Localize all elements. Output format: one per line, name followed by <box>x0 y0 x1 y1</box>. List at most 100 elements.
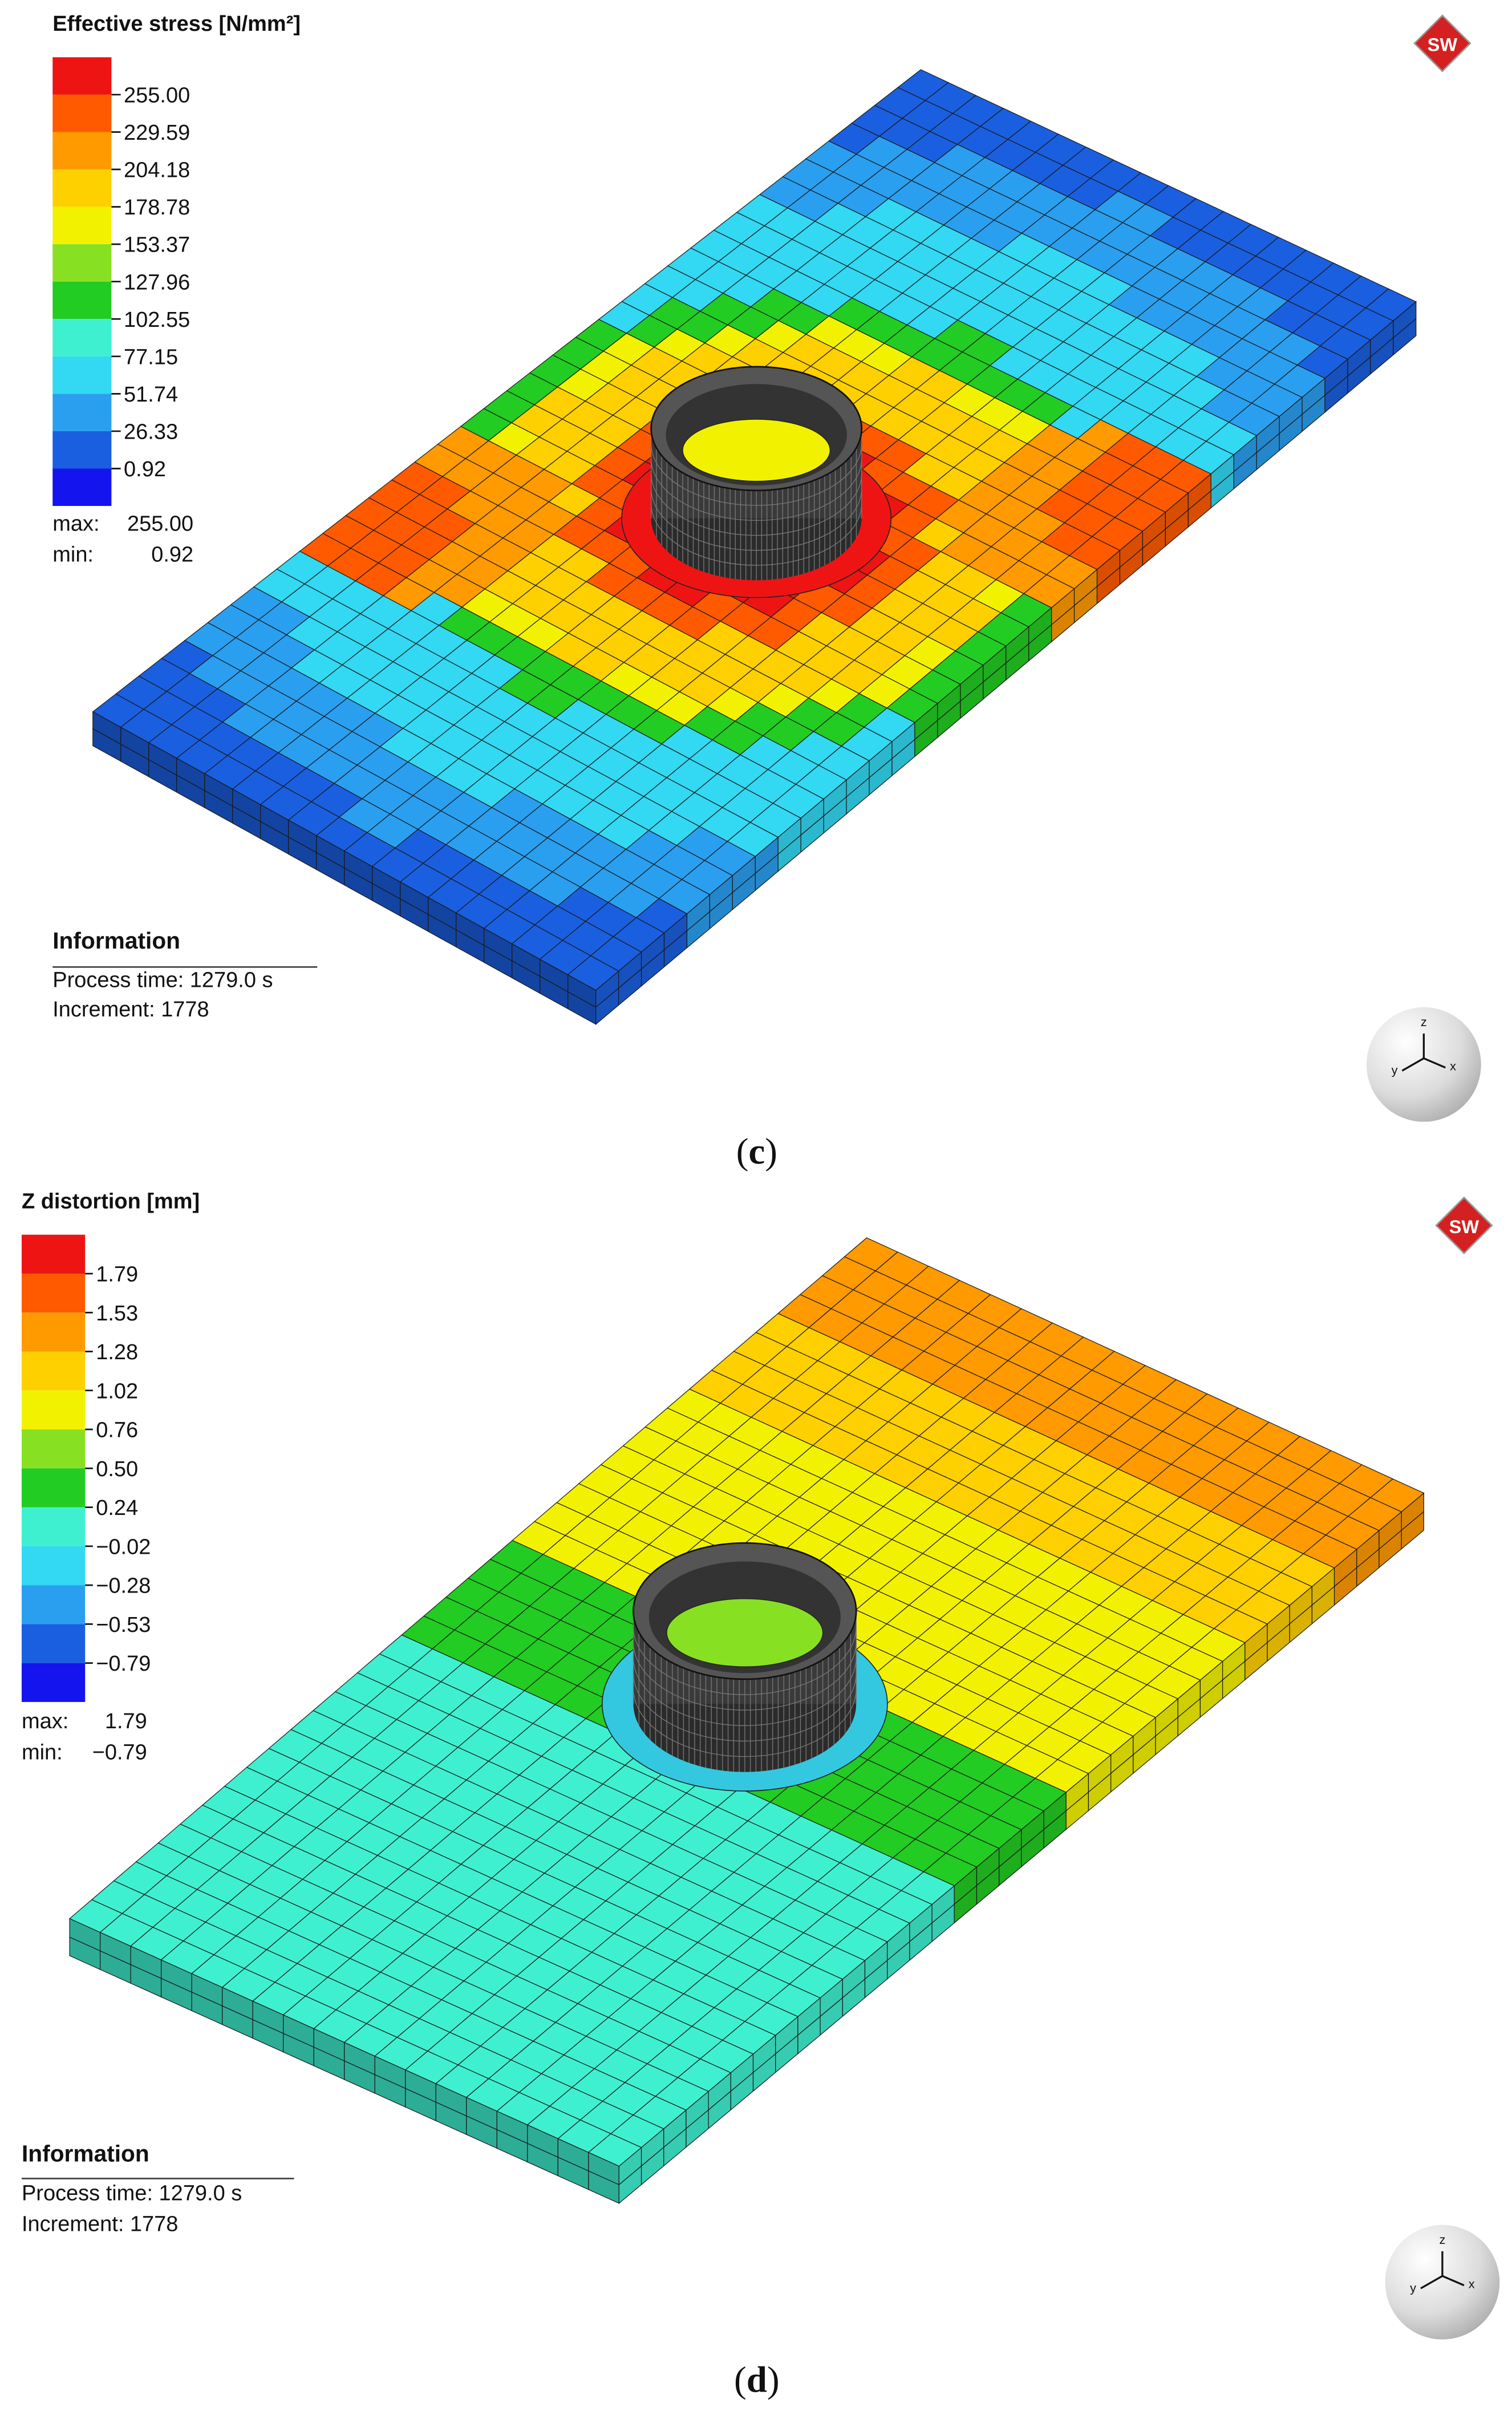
cylinder-mesh <box>650 503 862 566</box>
process-time: Process time: 1279.0 s <box>22 2181 242 2205</box>
caption-letter: d <box>747 2360 767 2401</box>
legend-label: 0.76 <box>96 1419 138 1443</box>
logo-text: SW <box>1449 1217 1479 1237</box>
legend: Effective stress [N/mm²] 255.00 229.59 204.… <box>52 12 301 567</box>
legend-label: 0.92 <box>124 457 166 481</box>
min-label: min: <box>52 543 94 567</box>
caption-letter: c <box>748 1131 765 1172</box>
caption: (d) <box>734 2360 780 2401</box>
plate <box>68 1237 1425 2205</box>
triad-axis <box>1423 1057 1446 1069</box>
max-value: 1.79 <box>105 1709 147 1733</box>
legend-swatch <box>21 1312 86 1352</box>
legend-swatch <box>21 1468 86 1508</box>
min-value: −0.79 <box>92 1740 147 1764</box>
cylinder-mesh <box>633 1642 857 1711</box>
plate-side <box>1401 1510 1424 1550</box>
logo <box>1413 14 1472 72</box>
legend-label: 0.24 <box>96 1496 138 1520</box>
legend-label: 1.53 <box>96 1302 138 1326</box>
mesh-cell <box>1369 1478 1425 1513</box>
max-label: max: <box>22 1709 68 1733</box>
caption-open: ( <box>736 1131 749 1172</box>
min-label: min: <box>22 1740 63 1764</box>
triad-axis <box>1442 2275 1465 2287</box>
legend-label: 26.33 <box>124 420 178 444</box>
triad-label: y <box>1410 2281 1416 2295</box>
legend-swatch <box>52 356 112 394</box>
legend-swatch <box>21 1624 86 1663</box>
legend-label: −0.79 <box>96 1652 151 1676</box>
caption: (c) <box>736 1131 777 1172</box>
triad-axis <box>1420 2275 1443 2290</box>
legend-swatch <box>52 94 112 132</box>
legend-swatch <box>52 169 112 207</box>
legend-label: 255.00 <box>124 83 190 107</box>
plate-side <box>1393 318 1417 356</box>
legend-label: −0.53 <box>96 1613 151 1637</box>
cylinder-mesh <box>633 1657 857 1726</box>
legend: Z distortion [mm] 1.79 1.53 1.28 1.02 0.76 0.5… <box>21 1190 200 1764</box>
legend-swatch <box>52 394 112 431</box>
legend-label: 51.74 <box>124 383 178 407</box>
legend-label: 0.50 <box>96 1457 138 1481</box>
information: Information Process time: 1279.0 s Increme… <box>52 927 318 1022</box>
panel: Effective stress [N/mm²] 255.00 229.59 204.… <box>52 12 1481 1172</box>
triad-label: y <box>1392 1063 1398 1077</box>
cylinder-mesh <box>633 1626 857 1695</box>
legend-swatch <box>21 1390 86 1430</box>
cylinder-mesh <box>650 458 862 521</box>
triad-sphere <box>1385 2225 1500 2340</box>
legend-swatch <box>21 1429 86 1469</box>
legend-label: 229.59 <box>124 121 190 145</box>
legend-label: −0.28 <box>96 1574 151 1598</box>
max-label: max: <box>52 512 99 536</box>
info-title: Information <box>52 927 180 954</box>
legend-swatch <box>21 1546 86 1586</box>
triad-label: z <box>1421 1015 1427 1029</box>
max-value: 255.00 <box>127 512 193 536</box>
legend-swatch <box>52 244 112 282</box>
axis-triad: y z x <box>1366 1007 1481 1122</box>
legend-swatch <box>52 57 112 95</box>
legend-label: 1.02 <box>96 1379 138 1403</box>
legend-swatch <box>21 1234 86 1274</box>
legend-swatch <box>52 431 112 469</box>
legend-swatch <box>52 281 112 319</box>
triad-sphere <box>1366 1007 1481 1122</box>
legend-swatch <box>52 132 112 170</box>
legend-label: 127.96 <box>124 270 190 294</box>
legend-label: 77.15 <box>124 345 178 369</box>
legend-swatch <box>21 1663 86 1702</box>
legend-swatch <box>52 206 112 245</box>
cylinder-floor <box>666 1598 824 1667</box>
cylinder <box>621 366 892 598</box>
cylinder-mesh <box>633 1688 857 1757</box>
cylinder-floor <box>682 419 831 482</box>
legend-swatch <box>52 319 112 356</box>
increment: Increment: 1778 <box>22 2213 178 2236</box>
triad-label: x <box>1450 1059 1456 1073</box>
legend-swatch <box>52 468 112 507</box>
cylinder <box>601 1542 888 1792</box>
increment: Increment: 1778 <box>52 998 209 1022</box>
legend-title: Effective stress [N/mm²] <box>52 12 301 36</box>
triad-label: z <box>1439 2232 1445 2247</box>
legend-label: 1.79 <box>96 1263 138 1287</box>
mesh-cell <box>1365 288 1417 322</box>
logo-text: SW <box>1428 35 1458 55</box>
axis-triad: y z x <box>1385 2225 1500 2340</box>
legend-label: 1.28 <box>96 1340 138 1364</box>
caption-close: ) <box>765 1131 777 1172</box>
legend-label: 153.37 <box>124 233 190 257</box>
min-value: 0.92 <box>151 543 193 567</box>
information: Information Process time: 1279.0 s Increme… <box>22 2141 294 2236</box>
triad-label: x <box>1469 2276 1475 2291</box>
cylinder-mesh <box>650 473 862 536</box>
legend-label: 102.55 <box>124 308 190 332</box>
legend-title: Z distortion [mm] <box>22 1190 200 1214</box>
legend-label: 178.78 <box>124 196 190 220</box>
info-title: Information <box>22 2141 149 2167</box>
